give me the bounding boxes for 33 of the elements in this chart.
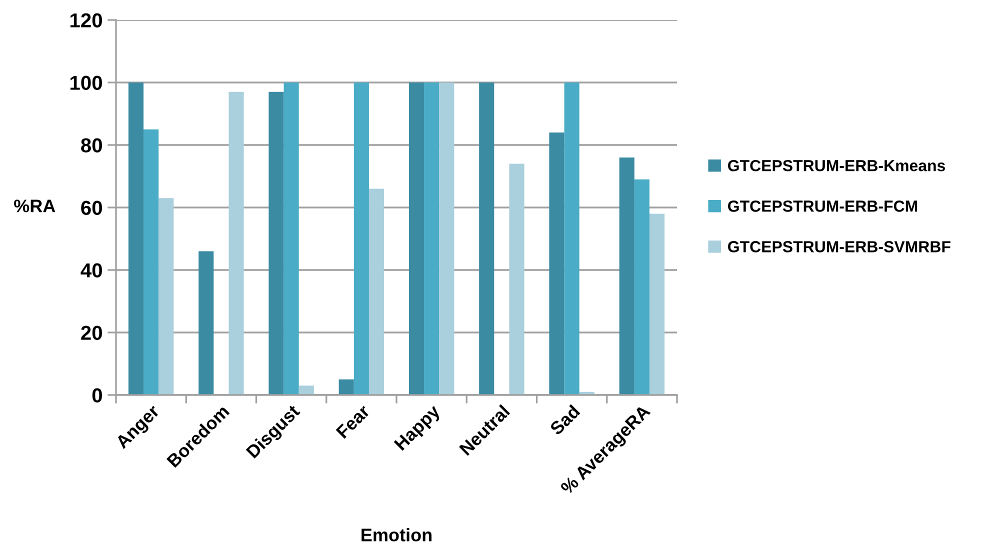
bar [619, 158, 634, 395]
bar [144, 129, 159, 395]
legend-label: GTCEPSTRUM-ERB-Kmeans [728, 160, 946, 172]
bar [509, 164, 524, 395]
bar [549, 132, 564, 395]
y-tick-label: 40 [80, 263, 102, 278]
y-tick-label: 60 [81, 200, 102, 215]
bar [354, 82, 369, 395]
bar [424, 82, 440, 395]
bar [298, 386, 314, 395]
legend-label: GTCEPSTRUM-ERB-SVMRBF [728, 241, 950, 252]
bar [268, 92, 284, 395]
bar [564, 82, 580, 395]
y-tick-label: 80 [81, 138, 102, 152]
bar [439, 82, 454, 395]
y-tick-label: 100 [70, 76, 102, 90]
bar [408, 82, 424, 395]
y-tick-label: 120 [70, 13, 102, 28]
bar [368, 188, 384, 395]
bar [158, 198, 174, 395]
bar [634, 179, 650, 395]
y-tick-label: 0 [92, 388, 102, 402]
bar [479, 82, 494, 395]
x-axis-title: Emotion [362, 528, 432, 542]
bar [284, 82, 299, 395]
bar [338, 379, 354, 395]
y-axis-title: %RA [14, 200, 56, 212]
bar [198, 251, 214, 395]
legend-label: GTCEPSTRUM-ERB-FCM [728, 200, 918, 212]
bar [228, 92, 244, 395]
y-tick-label: 20 [81, 326, 102, 340]
bar [128, 82, 144, 395]
bar [649, 214, 665, 395]
